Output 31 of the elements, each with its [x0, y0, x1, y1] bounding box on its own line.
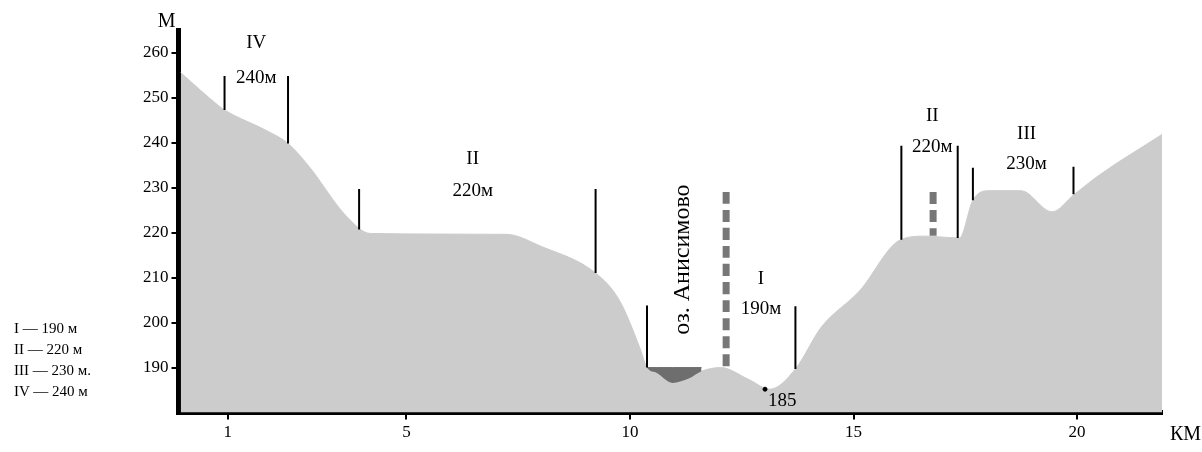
x-axis-title: КМ: [1170, 421, 1202, 444]
y-axis-title: М: [157, 9, 176, 32]
annotation: I: [757, 266, 765, 288]
text: I — 190 м: [14, 319, 79, 338]
y-tick-label: 240: [143, 132, 169, 151]
x-tick-label: 5: [402, 422, 411, 442]
annotation: 220м: [452, 179, 493, 201]
annotation: 220м: [911, 134, 953, 156]
y-tick-label: 230: [143, 177, 169, 197]
annotation: 240м: [236, 65, 277, 87]
y-tick-label: 210: [143, 267, 169, 287]
annotation: 190м: [740, 296, 782, 318]
x-tick-label: 10: [621, 422, 639, 442]
annotation: IV: [246, 30, 267, 52]
y-tick-label: 250: [143, 86, 169, 106]
x-tick-label: 15: [845, 422, 863, 442]
x-tick-label: 1: [223, 422, 232, 442]
text: II — 220 м: [14, 340, 84, 359]
annotation: II: [466, 146, 479, 168]
text: IV — 240 м: [14, 382, 89, 401]
y-tick-label: 200: [143, 312, 169, 332]
y-tick-label: 190: [143, 357, 169, 377]
data-label: 185: [768, 389, 797, 411]
text: III — 230 м.: [14, 361, 91, 380]
y-tick-label: 260: [143, 41, 169, 61]
annotation: 230м: [1006, 151, 1047, 173]
annotation: III: [1017, 121, 1037, 143]
annotation: II: [925, 104, 939, 126]
y-tick-label: 220: [143, 222, 169, 242]
x-tick-label: 20: [1068, 422, 1086, 442]
annotation: оз. Анисимово: [668, 184, 695, 335]
